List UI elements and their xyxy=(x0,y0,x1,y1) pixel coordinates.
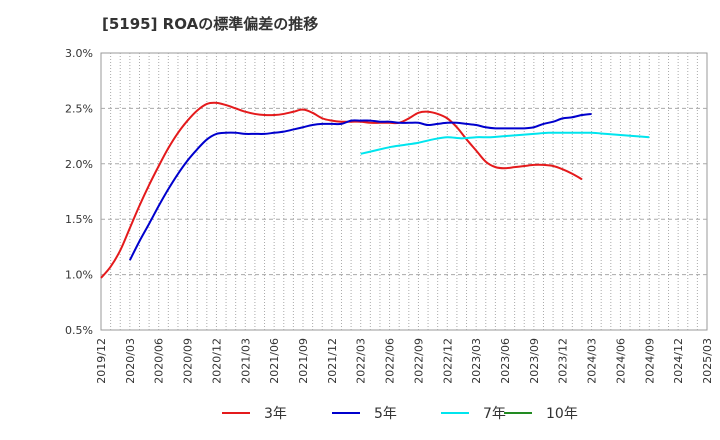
x-tick-label: 2024/09 xyxy=(643,338,656,384)
x-tick-label: 2019/12 xyxy=(95,338,108,384)
x-tick-label: 2023/06 xyxy=(499,338,512,384)
y-tick-label: 2.0% xyxy=(65,158,93,171)
legend-label: 3年 xyxy=(264,406,287,422)
x-tick-label: 2021/06 xyxy=(268,338,281,384)
legend: 3年 5年 7年 10年 xyxy=(222,406,578,422)
x-tick-label: 2023/03 xyxy=(470,338,483,384)
x-tick-label: 2024/03 xyxy=(586,338,599,384)
x-tick-label: 2024/06 xyxy=(614,338,627,384)
plot-area xyxy=(100,52,708,331)
x-tick-label: 2020/03 xyxy=(124,338,137,384)
x-tick-label: 2021/09 xyxy=(297,338,310,384)
legend-item-10y: 10年 xyxy=(504,406,578,422)
legend-label: 7年 xyxy=(483,406,506,422)
series-group xyxy=(100,101,650,279)
legend-item-3y: 3年 xyxy=(222,406,287,422)
x-tick-label: 2020/06 xyxy=(153,338,166,384)
x-tick-label: 2022/09 xyxy=(412,338,425,384)
x-tick-label: 2025/03 xyxy=(701,338,714,384)
legend-item-5y: 5年 xyxy=(332,406,397,422)
x-tick-label: 2024/12 xyxy=(672,338,685,384)
legend-item-7y: 7年 xyxy=(441,406,506,422)
y-axis: 0.5% 1.0% 1.5% 2.0% 2.5% 3.0% xyxy=(65,47,93,337)
x-tick-label: 2023/09 xyxy=(528,338,541,384)
x-tick-label: 2021/12 xyxy=(326,338,339,384)
y-tick-label: 2.5% xyxy=(65,102,93,115)
chart-title: [5195] ROAの標準偏差の推移 xyxy=(102,15,319,33)
x-tick-label: 2020/09 xyxy=(182,338,195,384)
series-line-7y xyxy=(360,131,650,155)
legend-label: 5年 xyxy=(374,406,397,422)
legend-label: 10年 xyxy=(546,406,578,422)
y-tick-label: 1.5% xyxy=(65,213,93,226)
series-line-3y xyxy=(100,101,583,279)
x-axis: 2019/12 2020/03 2020/06 2020/09 2020/12 2021/… xyxy=(95,338,714,384)
x-tick-label: 2022/12 xyxy=(441,338,454,384)
x-tick-label: 2023/12 xyxy=(557,338,570,384)
x-tick-label: 2020/12 xyxy=(210,338,223,384)
grid xyxy=(101,53,707,330)
x-tick-label: 2022/06 xyxy=(384,338,397,384)
x-tick-label: 2022/03 xyxy=(355,338,368,384)
y-tick-label: 1.0% xyxy=(65,269,93,282)
y-tick-label: 3.0% xyxy=(65,47,93,60)
series-line-5y xyxy=(128,112,592,261)
x-tick-label: 2021/03 xyxy=(239,338,252,384)
y-tick-label: 0.5% xyxy=(65,324,93,337)
